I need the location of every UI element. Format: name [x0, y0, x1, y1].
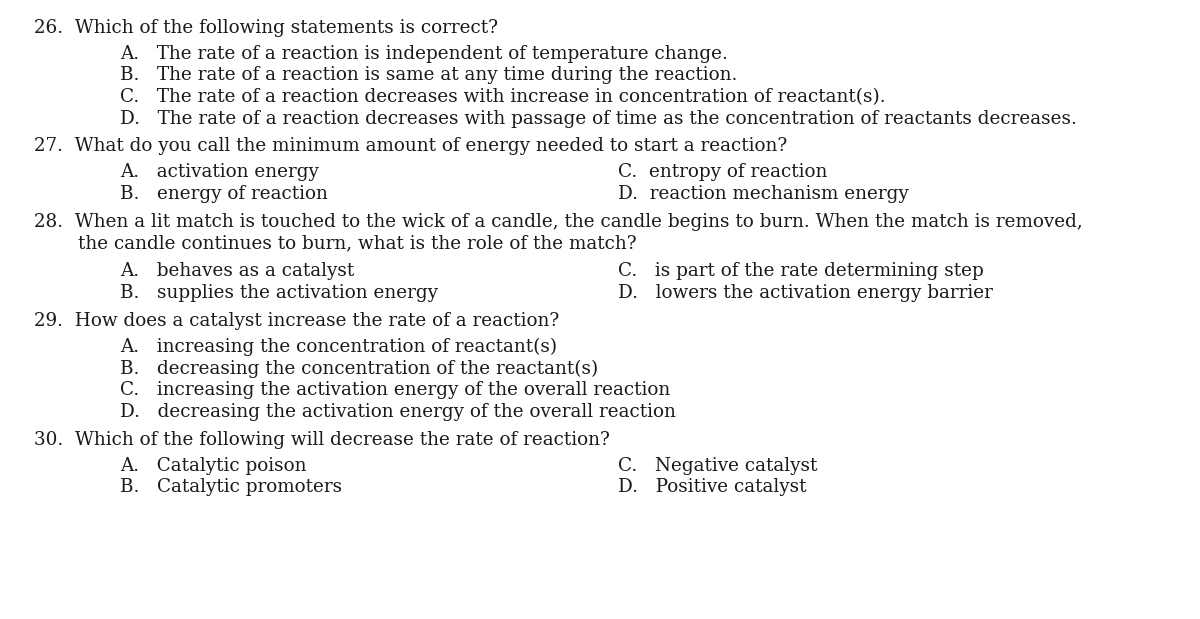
Text: B.   supplies the activation energy: B. supplies the activation energy — [120, 284, 438, 302]
Text: 28.  When a lit match is touched to the wick of a candle, the candle begins to b: 28. When a lit match is touched to the w… — [34, 213, 1082, 231]
Text: 26.  Which of the following statements is correct?: 26. Which of the following statements is… — [34, 19, 498, 37]
Text: A.   The rate of a reaction is independent of temperature change.: A. The rate of a reaction is independent… — [120, 45, 728, 63]
Text: 30.  Which of the following will decrease the rate of reaction?: 30. Which of the following will decrease… — [34, 431, 610, 449]
Text: D.   lowers the activation energy barrier: D. lowers the activation energy barrier — [618, 284, 992, 302]
Text: C.   increasing the activation energy of the overall reaction: C. increasing the activation energy of t… — [120, 381, 671, 399]
Text: the candle continues to burn, what is the role of the match?: the candle continues to burn, what is th… — [78, 235, 637, 253]
Text: D.   decreasing the activation energy of the overall reaction: D. decreasing the activation energy of t… — [120, 403, 676, 421]
Text: A.   Catalytic poison: A. Catalytic poison — [120, 457, 306, 475]
Text: B.   The rate of a reaction is same at any time during the reaction.: B. The rate of a reaction is same at any… — [120, 66, 737, 84]
Text: 29.  How does a catalyst increase the rate of a reaction?: 29. How does a catalyst increase the rat… — [34, 312, 559, 330]
Text: C.  entropy of reaction: C. entropy of reaction — [618, 163, 827, 181]
Text: B.   decreasing the concentration of the reactant(s): B. decreasing the concentration of the r… — [120, 360, 599, 378]
Text: B.   Catalytic promoters: B. Catalytic promoters — [120, 478, 342, 496]
Text: D.  reaction mechanism energy: D. reaction mechanism energy — [618, 185, 908, 203]
Text: A.   activation energy: A. activation energy — [120, 163, 319, 181]
Text: D.   The rate of a reaction decreases with passage of time as the concentration : D. The rate of a reaction decreases with… — [120, 110, 1076, 128]
Text: B.   energy of reaction: B. energy of reaction — [120, 185, 328, 203]
Text: C.   is part of the rate determining step: C. is part of the rate determining step — [618, 262, 984, 280]
Text: A.   behaves as a catalyst: A. behaves as a catalyst — [120, 262, 354, 280]
Text: C.   The rate of a reaction decreases with increase in concentration of reactant: C. The rate of a reaction decreases with… — [120, 88, 886, 106]
Text: 27.  What do you call the minimum amount of energy needed to start a reaction?: 27. What do you call the minimum amount … — [34, 137, 787, 155]
Text: C.   Negative catalyst: C. Negative catalyst — [618, 457, 817, 475]
Text: D.   Positive catalyst: D. Positive catalyst — [618, 478, 806, 496]
Text: A.   increasing the concentration of reactant(s): A. increasing the concentration of react… — [120, 338, 557, 356]
